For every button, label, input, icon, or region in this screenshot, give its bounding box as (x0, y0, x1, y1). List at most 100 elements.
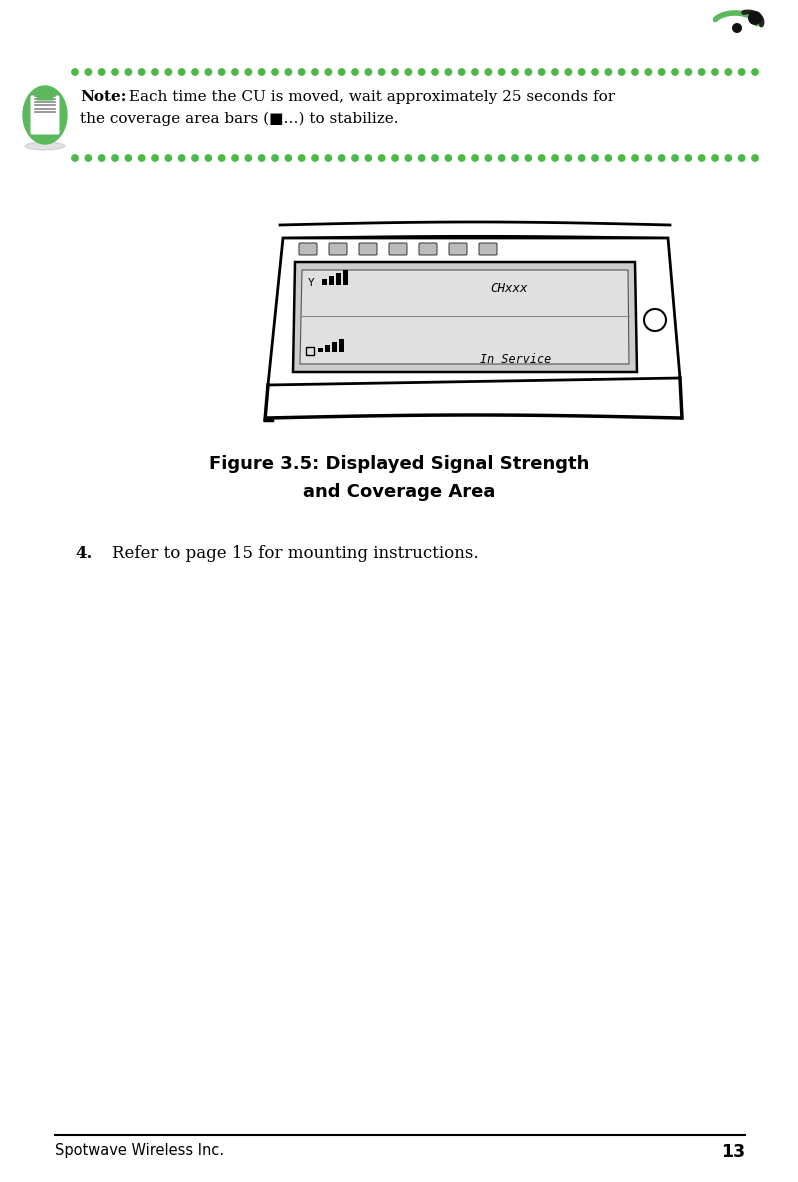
Circle shape (551, 69, 558, 76)
Circle shape (365, 69, 372, 76)
Bar (339, 339, 344, 352)
Circle shape (499, 69, 505, 76)
Circle shape (512, 155, 518, 161)
Circle shape (658, 69, 665, 76)
Circle shape (459, 155, 465, 161)
Circle shape (432, 69, 438, 76)
Circle shape (698, 155, 705, 161)
Circle shape (725, 69, 732, 76)
FancyBboxPatch shape (41, 95, 45, 100)
Circle shape (259, 155, 265, 161)
Circle shape (432, 155, 438, 161)
Circle shape (645, 155, 651, 161)
Text: and Coverage Area: and Coverage Area (302, 483, 496, 501)
Text: Spotwave Wireless Inc.: Spotwave Wireless Inc. (55, 1143, 224, 1158)
Text: Y: Y (308, 278, 314, 288)
Circle shape (231, 69, 238, 76)
Circle shape (98, 155, 105, 161)
Circle shape (672, 69, 678, 76)
Circle shape (539, 69, 545, 76)
Circle shape (405, 155, 412, 161)
Ellipse shape (23, 86, 67, 144)
Circle shape (752, 69, 758, 76)
Circle shape (72, 69, 78, 76)
Circle shape (152, 155, 158, 161)
Ellipse shape (26, 142, 65, 150)
Text: the coverage area bars (■․․․) to stabilize.: the coverage area bars (■․․․) to stabili… (80, 112, 398, 126)
Circle shape (112, 155, 118, 161)
Circle shape (298, 155, 305, 161)
Circle shape (259, 69, 265, 76)
Circle shape (592, 69, 598, 76)
Circle shape (525, 69, 531, 76)
Circle shape (231, 155, 238, 161)
Bar (343, 269, 348, 285)
Circle shape (352, 69, 358, 76)
Circle shape (378, 69, 385, 76)
FancyBboxPatch shape (419, 243, 437, 255)
Circle shape (245, 69, 251, 76)
Circle shape (392, 155, 398, 161)
Circle shape (245, 155, 251, 161)
Circle shape (312, 155, 318, 161)
FancyBboxPatch shape (389, 243, 407, 255)
Circle shape (632, 69, 638, 76)
Circle shape (338, 155, 345, 161)
Circle shape (285, 69, 291, 76)
FancyBboxPatch shape (49, 95, 53, 100)
Circle shape (392, 69, 398, 76)
Circle shape (605, 155, 611, 161)
Circle shape (312, 69, 318, 76)
Circle shape (579, 155, 585, 161)
Circle shape (418, 69, 425, 76)
Circle shape (618, 155, 625, 161)
Circle shape (365, 155, 372, 161)
Circle shape (632, 155, 638, 161)
Circle shape (712, 155, 718, 161)
Circle shape (325, 69, 331, 76)
Circle shape (272, 69, 279, 76)
FancyBboxPatch shape (449, 243, 467, 255)
Text: 13: 13 (721, 1143, 745, 1161)
Text: In Service: In Service (480, 353, 551, 366)
Circle shape (698, 69, 705, 76)
Circle shape (644, 309, 666, 331)
Bar (332, 342, 337, 352)
Circle shape (645, 69, 651, 76)
Circle shape (472, 155, 478, 161)
FancyBboxPatch shape (299, 243, 317, 255)
Polygon shape (300, 269, 629, 364)
Text: 4.: 4. (75, 545, 93, 561)
Circle shape (285, 155, 291, 161)
Circle shape (179, 155, 185, 161)
Circle shape (272, 155, 279, 161)
Circle shape (205, 155, 211, 161)
Circle shape (98, 69, 105, 76)
Circle shape (738, 155, 745, 161)
Circle shape (605, 69, 611, 76)
Circle shape (672, 155, 678, 161)
Circle shape (179, 69, 185, 76)
Circle shape (85, 155, 92, 161)
Circle shape (405, 69, 412, 76)
Circle shape (565, 155, 571, 161)
Circle shape (579, 69, 585, 76)
Circle shape (152, 69, 158, 76)
Circle shape (445, 155, 452, 161)
Circle shape (485, 155, 492, 161)
Circle shape (125, 69, 132, 76)
Circle shape (219, 155, 225, 161)
Circle shape (165, 155, 172, 161)
Circle shape (205, 69, 211, 76)
Bar (306, 348, 314, 355)
Circle shape (565, 69, 571, 76)
Circle shape (85, 69, 92, 76)
Circle shape (592, 155, 598, 161)
Circle shape (112, 69, 118, 76)
FancyBboxPatch shape (37, 95, 41, 100)
FancyBboxPatch shape (329, 243, 347, 255)
Circle shape (512, 69, 518, 76)
Circle shape (219, 69, 225, 76)
Bar (325, 345, 330, 352)
Circle shape (378, 155, 385, 161)
